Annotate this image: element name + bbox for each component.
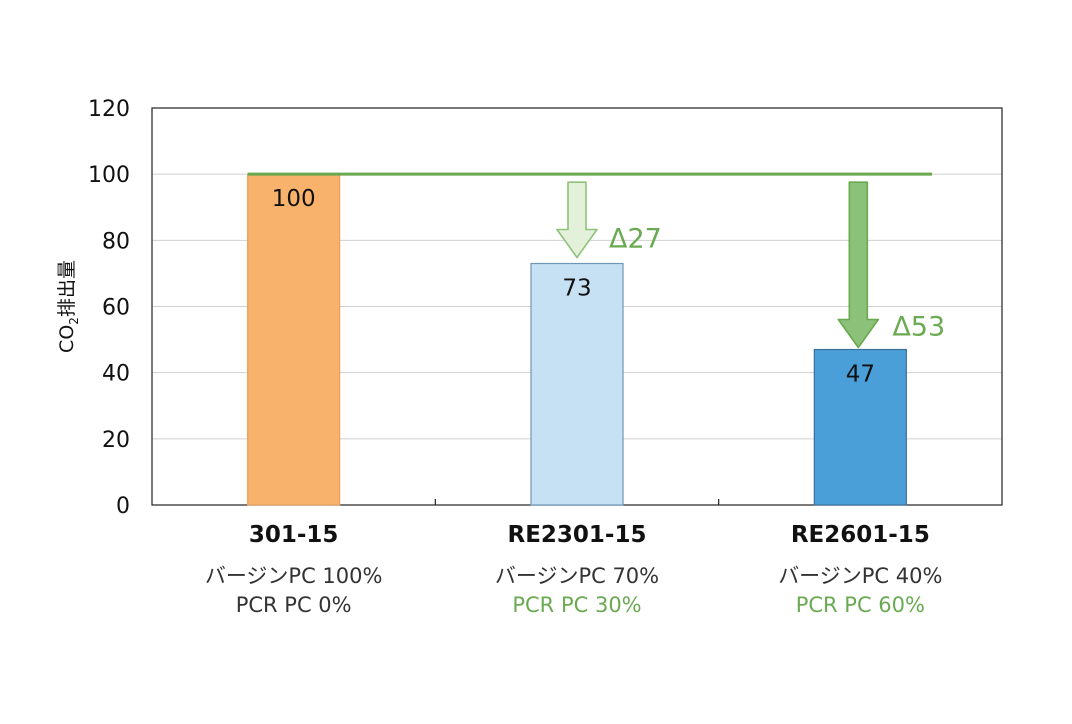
y-tick-label: 80 (102, 229, 130, 254)
bar-value-label: 47 (846, 362, 875, 388)
bar-re2301-15 (530, 262, 624, 506)
x-category-label: 301-15 (249, 522, 339, 548)
x-category-label: RE2601-15 (791, 522, 930, 548)
x-category-subtitle: PCR PC 0% (236, 593, 352, 617)
x-category-label: RE2301-15 (508, 522, 647, 548)
y-axis-label-subscript: 2 (67, 317, 81, 325)
reduction-arrow-re2301 (556, 181, 598, 259)
x-category-subtitle: PCR PC 60% (796, 593, 925, 617)
reduction-arrow-re2601 (837, 181, 880, 349)
bar-301-15 (247, 173, 341, 506)
bar-value-label: 100 (272, 186, 316, 212)
y-tick-label: 120 (88, 97, 130, 122)
bar-value-label: 73 (562, 275, 591, 301)
y-axis-label: CO2排出量 (56, 260, 81, 353)
y-axis-label-rest: 排出量 (56, 260, 78, 317)
y-axis-label-main: CO (56, 325, 78, 353)
reduction-label: Δ53 (892, 312, 945, 343)
bar-re2601-15 (813, 348, 907, 506)
y-tick-label: 40 (102, 362, 130, 387)
y-tick-label: 60 (102, 296, 130, 321)
x-category-subtitle: バージンPC 100% (205, 564, 383, 588)
y-tick-label: 20 (102, 428, 130, 453)
y-tick-label: 0 (116, 494, 130, 519)
x-category-subtitle: バージンPC 40% (778, 564, 942, 588)
y-tick-label: 100 (88, 163, 130, 188)
x-category-subtitle: PCR PC 30% (512, 593, 641, 617)
reduction-label: Δ27 (609, 223, 662, 254)
x-category-subtitle: バージンPC 70% (495, 564, 659, 588)
